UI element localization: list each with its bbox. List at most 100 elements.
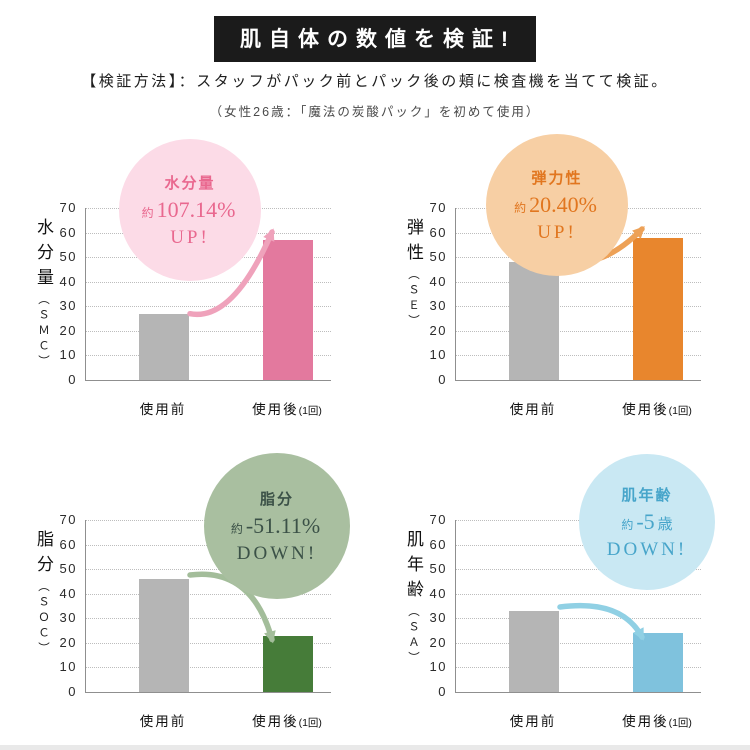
plot-area: [455, 520, 701, 693]
bubble-direction: UP!: [537, 221, 577, 243]
y-tick-label: 40: [429, 273, 447, 289]
bubble-value: 約 -51.11%: [231, 513, 323, 539]
highlight-bubble: 弾力性約 20.40% UP!: [486, 134, 628, 276]
x-label-before: 使用前: [468, 710, 598, 730]
y-axis-code: （ＳＡ）: [407, 605, 419, 667]
bubble-direction: DOWN!: [236, 542, 318, 564]
y-tick-label: 50: [429, 249, 447, 265]
chart-2: 弾性（ＳＥ） 0 10 20 30 40 50 60 70 使用前 使用後(1回) 弾力性約 20.40…: [385, 134, 740, 443]
bubble-approx: 約: [141, 205, 154, 220]
gridline: [456, 544, 701, 546]
bar-before: [139, 578, 189, 692]
gridline: [86, 642, 331, 644]
bubble-metric-label: 肌年齢: [621, 486, 673, 504]
x-label-before: 使用前: [98, 398, 228, 418]
x-label-before: 使用前: [98, 710, 228, 730]
y-tick-label: 30: [429, 298, 447, 314]
y-tick-label: 50: [59, 561, 77, 577]
y-tick-label: 10: [59, 659, 77, 675]
y-axis-code: （ＳＥ）: [407, 268, 419, 330]
x-label-after: 使用後(1回): [222, 710, 352, 730]
y-axis-title: 水分量（ＳＭＣ）: [31, 218, 56, 371]
y-tick-label: 0: [68, 684, 77, 699]
highlight-bubble: 肌年齢約 -5 歳 DOWN!: [579, 454, 715, 590]
x-label-suffix: (1回): [668, 405, 692, 417]
y-tick-label: 40: [59, 585, 77, 601]
bottom-divider: [0, 745, 750, 750]
y-tick-label: 60: [429, 536, 447, 552]
y-axis-code: （ＳＭＣ）: [37, 293, 49, 371]
x-label-after: 使用後(1回): [592, 398, 722, 418]
bar-before: [139, 313, 189, 380]
x-label-text: 使用前: [139, 402, 187, 417]
gridline: [86, 667, 331, 669]
bubble-suffix: 歳: [657, 516, 673, 533]
y-axis-title: 弾性（ＳＥ）: [401, 218, 426, 330]
gridline: [86, 281, 331, 283]
chart-1: 水分量（ＳＭＣ） 0 10 20 30 40 50 60 70 使用前 使用後(1回) 水分量約 107…: [15, 138, 370, 443]
bubble-value: 約 20.40%: [514, 192, 600, 218]
y-tick-label: 70: [59, 200, 77, 215]
highlight-bubble: 脂分約 -51.11% DOWN!: [204, 453, 350, 599]
highlight-bubble: 水分量約 107.14% UP!: [119, 139, 261, 281]
gridline: [86, 330, 331, 332]
x-label-text: 使用後: [622, 714, 669, 729]
y-tick-label: 50: [429, 561, 447, 577]
gridline: [456, 520, 701, 521]
y-tick-label: 0: [438, 372, 447, 387]
bar-before: [509, 262, 559, 380]
bubble-direction: UP!: [170, 226, 210, 248]
y-tick-label: 0: [438, 684, 447, 699]
gridline: [456, 306, 701, 308]
y-axis-title-text: 水分量: [34, 218, 53, 293]
y-tick-label: 60: [59, 536, 77, 552]
x-label-suffix: (1回): [668, 717, 692, 729]
bubble-number: -51.11%: [245, 512, 321, 538]
bubble-value: 約 107.14%: [142, 197, 239, 223]
x-label-after: 使用後(1回): [222, 398, 352, 418]
chart-3: 脂分（ＳＯＣ） 0 10 20 30 40 50 60 70 使用前 使用後(1回) 脂分約 -51.1…: [15, 450, 370, 750]
bar-before: [509, 610, 559, 692]
bubble-direction: DOWN!: [606, 538, 688, 560]
y-axis-title-text: 弾性: [404, 218, 423, 268]
gridline: [456, 618, 701, 620]
y-tick-label: 70: [59, 512, 77, 527]
y-tick-label: 70: [429, 512, 447, 527]
x-label-text: 使用前: [509, 402, 557, 417]
gridline: [456, 642, 701, 644]
bubble-approx: 約: [621, 517, 634, 532]
x-label-text: 使用後: [252, 714, 299, 729]
gridline: [456, 569, 701, 571]
y-tick-label: 30: [59, 610, 77, 626]
y-tick-label: 40: [429, 585, 447, 601]
gridline: [86, 355, 331, 357]
x-label-text: 使用前: [139, 714, 187, 729]
x-label-text: 使用後: [252, 402, 299, 417]
y-tick-label: 40: [59, 273, 77, 289]
trend-arrow-icon: [187, 228, 275, 318]
x-label-text: 使用後: [622, 402, 669, 417]
y-axis-code: （ＳＯＣ）: [37, 580, 49, 658]
y-tick-label: 60: [429, 224, 447, 240]
y-tick-label: 30: [429, 610, 447, 626]
bubble-number: -5: [636, 508, 655, 534]
bar-after: [263, 239, 313, 380]
y-tick-label: 20: [59, 634, 77, 650]
bubble-approx: 約: [230, 521, 243, 536]
bubble-metric-label: 水分量: [164, 174, 216, 192]
gridline: [456, 593, 701, 595]
bar-after: [633, 633, 683, 692]
x-label-before: 使用前: [468, 398, 598, 418]
bubble-metric-label: 脂分: [259, 490, 294, 508]
y-axis-title: 脂分（ＳＯＣ）: [31, 530, 56, 658]
plot-area: [455, 208, 701, 381]
x-label-suffix: (1回): [298, 405, 322, 417]
gridline: [456, 355, 701, 357]
y-tick-label: 30: [59, 298, 77, 314]
y-axis-title-text: 脂分: [34, 530, 53, 580]
bar-after: [633, 237, 683, 380]
y-tick-label: 10: [59, 347, 77, 363]
gridline: [456, 667, 701, 669]
trend-arrow-icon: [557, 602, 645, 641]
